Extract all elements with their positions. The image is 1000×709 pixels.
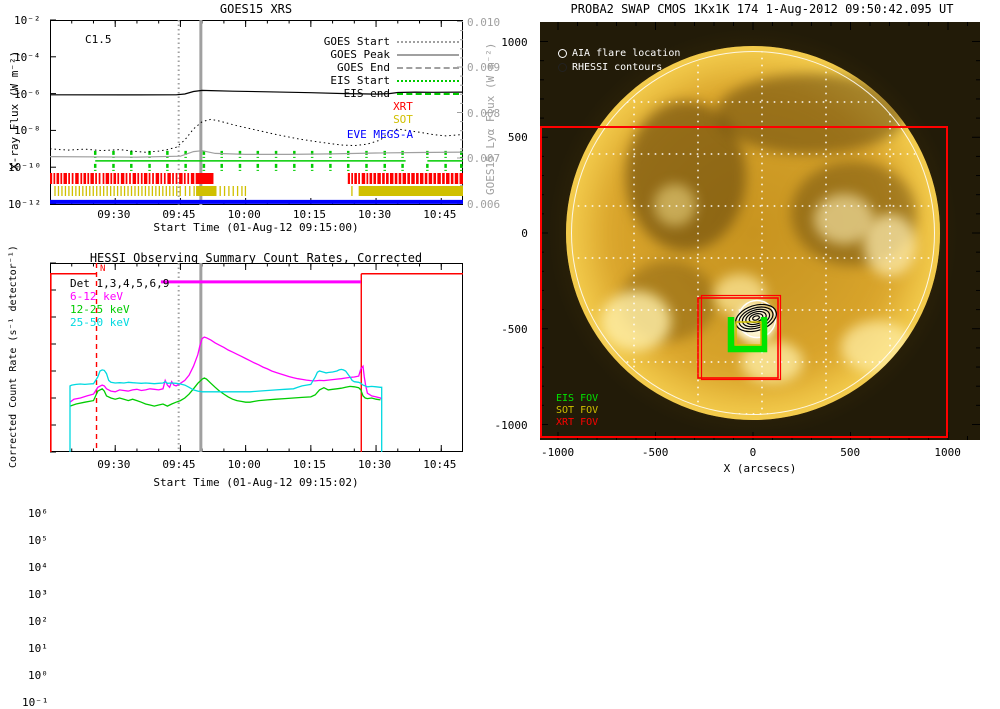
hessi-y-tick: 10⁰ bbox=[28, 669, 48, 682]
hessi-chart-canvas bbox=[50, 262, 463, 453]
goes-right-tick: 0.006 bbox=[467, 197, 501, 211]
swap-solar-image: AIA flare location RHESSI contours EIS FO… bbox=[540, 22, 980, 440]
goes-x-tick: 10:15 bbox=[292, 208, 326, 221]
goes-legend-eis-end: EIS end bbox=[343, 87, 390, 100]
goes-legend-goes-start: GOES Start bbox=[323, 35, 390, 48]
goes-y-tick: 10⁻¹⁰ bbox=[8, 161, 42, 175]
hessi-x-axis-label: Start Time (01-Aug-12 09:15:02) bbox=[153, 476, 359, 489]
swap-x-axis-label: X (arcsecs) bbox=[723, 462, 797, 475]
goes-legend-goes-end: GOES End bbox=[337, 61, 390, 74]
hessi-y-axis-label: Corrected Count Rate (s⁻¹ detector⁻¹) bbox=[8, 245, 19, 468]
hessi-y-tick: 10¹ bbox=[28, 642, 48, 655]
goes-y-tick: 10⁻⁴ bbox=[14, 50, 41, 64]
hessi-title: HESSI Observing Summary Count Rates, Cor… bbox=[89, 251, 423, 265]
goes-chart-canvas bbox=[49, 19, 464, 205]
swap-x-tick: 0 bbox=[749, 446, 757, 459]
goes-y-tick: 10⁻² bbox=[14, 14, 41, 27]
goes-right-tick: 0.010 bbox=[467, 15, 501, 29]
swap-overlay-canvas bbox=[540, 22, 980, 440]
goes-y-tick: 10⁻¹² bbox=[8, 198, 42, 211]
goes-legend-sample bbox=[397, 67, 459, 69]
hessi-x-tick: 10:30 bbox=[358, 458, 392, 471]
hessi-y-tick: 10⁴ bbox=[28, 561, 48, 574]
hessi-legend-6-12-kev: 6-12 keV bbox=[70, 290, 123, 303]
goes-flare-class: C1.5 bbox=[85, 33, 112, 46]
swap-legend-aia-flare-location: AIA flare location bbox=[558, 48, 680, 59]
hessi-y-tick: 10⁻¹ bbox=[22, 696, 49, 709]
swap-y-tick: -500 bbox=[501, 322, 528, 336]
hessi-x-tick: 09:45 bbox=[162, 458, 196, 471]
swap-x-tick: 500 bbox=[840, 446, 861, 459]
swap-y-tick: -1000 bbox=[494, 418, 528, 432]
swap-fov-legend-xrt: XRT FOV bbox=[556, 417, 599, 428]
swap-x-tick: -500 bbox=[641, 446, 669, 459]
circle-icon bbox=[558, 62, 567, 72]
goes-x-tick: 09:30 bbox=[97, 208, 131, 221]
goes-legend-sample bbox=[397, 93, 459, 95]
goes-x-tick: 10:00 bbox=[227, 208, 261, 221]
heliographic-grid bbox=[571, 51, 935, 415]
goes-y-tick: 10⁻⁸ bbox=[14, 124, 41, 138]
goes-xrs-panel: GOES15 XRS X-ray Flux (W m⁻²) GOES15 Lyα… bbox=[0, 0, 500, 250]
goes-legend-xrt: XRT bbox=[393, 100, 413, 113]
goes-legend-eve-megs-a: EVE MEGS-A bbox=[346, 128, 414, 141]
hessi-x-tick: 09:30 bbox=[97, 458, 131, 471]
swap-legend-rhessi-contours: RHESSI contours bbox=[558, 62, 680, 73]
swap-y-tick: 0 bbox=[521, 227, 528, 240]
goes-right-tick: 0.007 bbox=[467, 152, 501, 165]
goes-legend-sot: SOT bbox=[393, 113, 413, 126]
hessi-y-tick: 10² bbox=[28, 615, 48, 628]
hessi-x-tick: 10:15 bbox=[292, 458, 326, 471]
goes-title: GOES15 XRS bbox=[219, 2, 293, 16]
goes-legend-goes-peak: GOES Peak bbox=[330, 48, 390, 61]
goes-right-tick: 0.008 bbox=[467, 106, 501, 120]
goes-y-tick: 10⁻⁶ bbox=[14, 87, 41, 101]
swap-title: PROBA2 SWAP CMOS 1Kx1K 174 1-Aug-2012 09… bbox=[570, 2, 954, 16]
hessi-x-tick: 10:45 bbox=[423, 458, 457, 471]
hessi-y-tick: 10⁵ bbox=[28, 534, 48, 547]
goes-x-tick: 10:45 bbox=[423, 208, 457, 221]
goes-x-tick: 10:30 bbox=[358, 208, 392, 221]
goes-x-axis-label: Start Time (01-Aug-12 09:15:00) bbox=[153, 221, 359, 234]
hessi-legend-25-50-kev: 25-50 keV bbox=[70, 316, 130, 329]
goes-legend-sample bbox=[397, 41, 459, 43]
swap-fov-legend-eis: EIS FOV bbox=[556, 393, 599, 404]
goes-legend-sample bbox=[397, 80, 459, 82]
goes-legend-sample bbox=[397, 54, 459, 56]
hessi-night-flag: N bbox=[100, 264, 106, 274]
hessi-x-tick: 10:00 bbox=[227, 458, 261, 471]
swap-x-tick: -1000 bbox=[541, 446, 575, 459]
swap-y-tick: 500 bbox=[507, 131, 528, 145]
hessi-legend-det-1-3-4-5-6-9: Det 1,3,4,5,6,9 bbox=[70, 277, 170, 290]
goes-legend-eis-start: EIS Start bbox=[330, 74, 390, 87]
hessi-legend-12-25-kev: 12-25 keV bbox=[70, 303, 130, 316]
swap-x-tick: 1000 bbox=[934, 446, 961, 459]
hessi-y-tick: 10⁶ bbox=[28, 507, 48, 520]
goes-x-tick: 09:45 bbox=[162, 208, 196, 221]
swap-fov-legend-sot: SOT FOV bbox=[556, 405, 599, 416]
circle-icon bbox=[558, 48, 567, 58]
swap-y-tick: 1000 bbox=[501, 35, 528, 49]
hessi-y-tick: 10³ bbox=[28, 588, 48, 601]
proba2-swap-panel: PROBA2 SWAP CMOS 1Kx1K 174 1-Aug-2012 09… bbox=[495, 0, 1000, 500]
goes-right-tick: 0.009 bbox=[467, 61, 501, 74]
hessi-panel: HESSI Observing Summary Count Rates, Cor… bbox=[0, 245, 500, 709]
